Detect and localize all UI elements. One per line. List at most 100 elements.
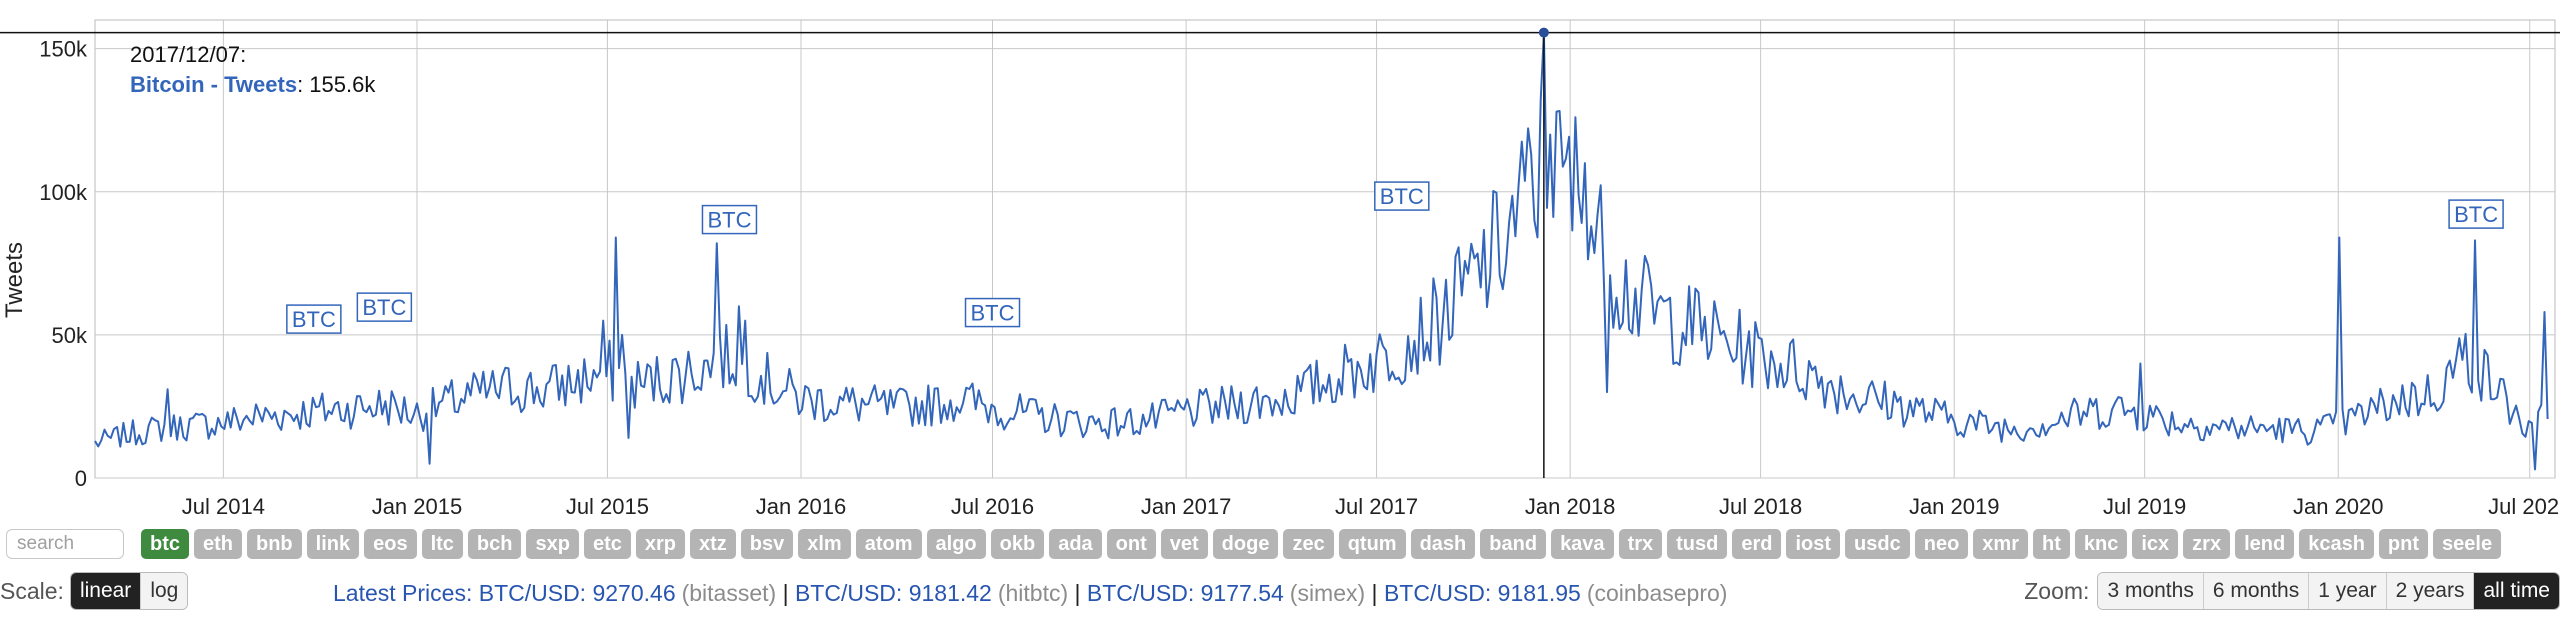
coin-button-iost[interactable]: iost xyxy=(1786,529,1841,559)
scale-options: linear log xyxy=(69,572,189,610)
chart-axes: Tweets 0 50k 100k 150k Jul 2014 Jan 2015 Jul 2… xyxy=(1,37,2560,519)
annotation-btc[interactable]: BTC xyxy=(701,204,758,235)
coin-button-lend[interactable]: lend xyxy=(2235,529,2295,559)
x-tick-label: Jan 2019 xyxy=(1909,494,2000,519)
annotation-btc[interactable]: BTC xyxy=(1374,181,1430,211)
x-tick-label: Jan 2018 xyxy=(1525,494,1616,519)
x-tick-label: Jul 2020 xyxy=(2488,494,2560,519)
zoom-option-1-year[interactable]: 1 year xyxy=(2309,573,2387,609)
coin-button-bsv[interactable]: bsv xyxy=(740,529,794,559)
annotation-btc[interactable]: BTC xyxy=(964,297,1021,328)
coin-button-kcash[interactable]: kcash xyxy=(2299,529,2374,559)
price-separator: | xyxy=(1365,580,1384,606)
coin-button-erd[interactable]: erd xyxy=(1732,529,1782,559)
annotation-label: BTC xyxy=(1380,184,1424,209)
tooltip-date: 2017/12/07: xyxy=(130,42,246,67)
price-separator: | xyxy=(1068,580,1087,606)
price-source: (coinbasepro) xyxy=(1586,580,1728,606)
coin-button-pnt[interactable]: pnt xyxy=(2378,529,2429,559)
zoom-options: 3 months 6 months 1 year 2 years all time xyxy=(2097,572,2560,610)
annotation-label: BTC xyxy=(2454,202,2498,227)
annotation-box xyxy=(2448,199,2504,229)
coin-button-bnb[interactable]: bnb xyxy=(247,529,302,559)
y-tick-label: 150k xyxy=(39,37,88,62)
y-tick-label: 100k xyxy=(39,180,88,205)
annotation-btc[interactable]: BTC xyxy=(2448,199,2504,229)
hover-tooltip: 2017/12/07: Bitcoin - Tweets: 155.6k xyxy=(130,42,376,97)
zoom-option-2-years[interactable]: 2 years xyxy=(2386,573,2475,609)
x-tick-label: Jul 2019 xyxy=(2103,494,2186,519)
coin-button-xmr[interactable]: xmr xyxy=(1973,529,2028,559)
zoom-option-3-months[interactable]: 3 months xyxy=(2098,573,2204,609)
coin-button-vet[interactable]: vet xyxy=(1160,529,1208,559)
coin-button-dash[interactable]: dash xyxy=(1410,529,1476,559)
coin-button-doge[interactable]: doge xyxy=(1212,529,1279,559)
coin-button-eos[interactable]: eos xyxy=(364,529,417,559)
coin-button-zec[interactable]: zec xyxy=(1283,529,1334,559)
price-pair: BTC/USD: 9177.54 xyxy=(1086,580,1284,606)
coin-button-ltc[interactable]: ltc xyxy=(421,529,463,559)
annotation-btc[interactable]: BTC xyxy=(356,292,413,322)
coin-selector-row: btcethbnblinkeosltcbchsxpetcxrpxtzbsvxlm… xyxy=(0,524,2560,564)
coin-button-usdc[interactable]: usdc xyxy=(1845,529,1910,559)
coin-button-link[interactable]: link xyxy=(306,529,360,559)
coin-button-tusd[interactable]: tusd xyxy=(1667,529,1728,559)
coin-button-btc[interactable]: btc xyxy=(141,529,189,559)
price-separator: | xyxy=(776,580,795,606)
annotation-box xyxy=(964,297,1021,328)
coin-button-zrx[interactable]: zrx xyxy=(2183,529,2231,559)
series-line-bitcoin-tweets xyxy=(94,31,2549,471)
zoom-selector: Zoom: 3 months 6 months 1 year 2 years all t… xyxy=(2024,572,2560,610)
coin-button-okb[interactable]: okb xyxy=(990,529,1045,559)
x-tick-label: Jul 2015 xyxy=(566,494,649,519)
search-input[interactable] xyxy=(6,529,124,559)
scale-option-log[interactable]: log xyxy=(141,573,188,609)
x-tick-label: Jul 2018 xyxy=(1719,494,1802,519)
tweets-chart: Tweets 0 50k 100k 150k Jul 2014 Jan 2015 Jul 2… xyxy=(0,19,2560,519)
coin-button-xtz[interactable]: xtz xyxy=(689,529,736,559)
coin-button-ont[interactable]: ont xyxy=(1106,529,1156,559)
price-source: (simex) xyxy=(1289,580,1366,606)
coin-button-kava[interactable]: kava xyxy=(1551,529,1614,559)
highlight-point xyxy=(1538,27,1549,38)
prices-lead: Latest Prices: xyxy=(333,580,479,606)
annotation-label: BTC xyxy=(362,295,406,320)
x-tick-label: Jan 2015 xyxy=(372,494,463,519)
coin-button-neo[interactable]: neo xyxy=(1914,529,1969,559)
scale-option-linear[interactable]: linear xyxy=(70,573,142,609)
zoom-option-all-time[interactable]: all time xyxy=(2474,573,2559,609)
y-tick-label: 50k xyxy=(52,323,88,348)
tooltip-series-name: Bitcoin - Tweets xyxy=(130,72,297,97)
coin-button-icx[interactable]: icx xyxy=(2132,529,2179,559)
crosshair xyxy=(0,27,2560,478)
x-tick-label: Jul 2017 xyxy=(1335,494,1418,519)
coin-button-etc[interactable]: etc xyxy=(583,529,631,559)
annotation-layer: BTC BTC BTC BTC BTC BTC xyxy=(286,181,2504,334)
x-tick-label: Jan 2016 xyxy=(756,494,847,519)
annotation-box xyxy=(286,304,342,334)
annotation-box xyxy=(356,292,413,322)
coin-button-seele[interactable]: seele xyxy=(2433,529,2502,559)
coin-button-knc[interactable]: knc xyxy=(2074,529,2128,559)
tooltip-value: : 155.6k xyxy=(297,72,376,97)
scale-label: Scale: xyxy=(0,577,64,604)
coin-button-ht[interactable]: ht xyxy=(2033,529,2070,559)
coin-button-xlm[interactable]: xlm xyxy=(798,529,851,559)
coin-button-atom[interactable]: atom xyxy=(855,529,922,559)
coin-button-eth[interactable]: eth xyxy=(194,529,242,559)
coin-button-bch[interactable]: bch xyxy=(467,529,522,559)
coin-button-algo[interactable]: algo xyxy=(926,529,986,559)
annotation-label: BTC xyxy=(707,208,751,233)
coin-button-sxp[interactable]: sxp xyxy=(526,529,579,559)
y-tick-label: 0 xyxy=(75,466,87,491)
zoom-option-6-months[interactable]: 6 months xyxy=(2203,573,2310,609)
scale-selector: Scale: linear log xyxy=(0,572,189,610)
x-tick-label: Jan 2017 xyxy=(1141,494,1232,519)
coin-button-xrp[interactable]: xrp xyxy=(635,529,685,559)
coin-button-band[interactable]: band xyxy=(1480,529,1547,559)
annotation-btc[interactable]: BTC xyxy=(286,304,342,334)
coin-button-ada[interactable]: ada xyxy=(1049,529,1102,559)
coin-button-trx[interactable]: trx xyxy=(1618,529,1663,559)
tooltip-line: Bitcoin - Tweets: 155.6k xyxy=(130,72,376,97)
coin-button-qtum[interactable]: qtum xyxy=(1338,529,1406,559)
